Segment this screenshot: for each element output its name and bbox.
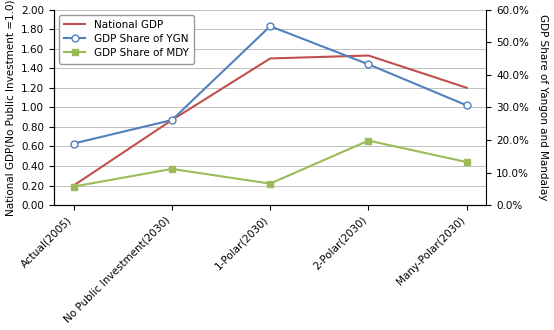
Y-axis label: GDP Share of Yangon and Mandalay: GDP Share of Yangon and Mandalay <box>538 14 548 201</box>
Y-axis label: National GDP(No Public Investment =1.0): National GDP(No Public Investment =1.0) <box>6 0 16 215</box>
Legend: National GDP, GDP Share of YGN, GDP Share of MDY: National GDP, GDP Share of YGN, GDP Shar… <box>59 15 194 63</box>
